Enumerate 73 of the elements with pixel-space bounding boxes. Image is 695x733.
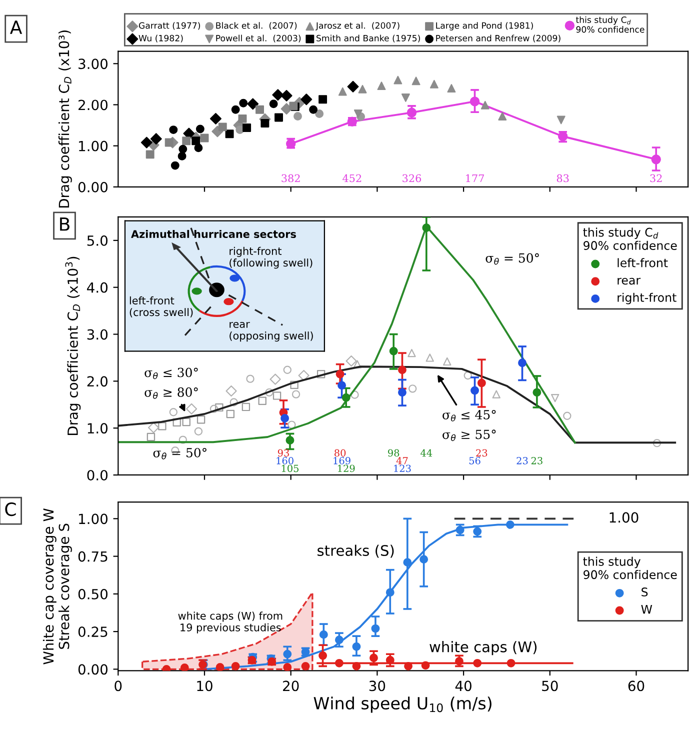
x-tick-label: 0 bbox=[114, 680, 122, 692]
x-tick-label: 60 bbox=[628, 680, 644, 692]
y-tick-label: 4.0 bbox=[87, 282, 108, 293]
x-axis-title: Wind speed U$_{10}$ (m/s) bbox=[314, 696, 492, 713]
y-tick-label: 1.00 bbox=[79, 514, 108, 524]
annotation: streaks (S) bbox=[318, 544, 394, 558]
y-axis-title: White cap coverage W Streak coverage S bbox=[42, 508, 72, 664]
legend-title: this study 90% confidence bbox=[583, 556, 677, 580]
y-tick-label: 0.0 bbox=[87, 470, 108, 480]
legend-label: Smith and Banke (1975) bbox=[316, 34, 420, 42]
x-tick-label: 50 bbox=[542, 680, 558, 692]
y-tick-label: 0.25 bbox=[78, 626, 108, 638]
y-axis-title: Drag coefficient C$_{D}$ (x10³) bbox=[58, 30, 72, 208]
x-tick-label: 40 bbox=[455, 680, 472, 692]
ref-line-label: 1.00 bbox=[610, 512, 638, 523]
legend-title: this study C$_{d}$ 90% confidence bbox=[583, 228, 677, 250]
annotation: 382 bbox=[282, 174, 300, 182]
annotation: 83 bbox=[556, 174, 569, 182]
y-tick-label: 0.50 bbox=[78, 588, 108, 600]
legend-label: Garratt (1977) bbox=[138, 22, 200, 30]
annotation: σ$_{θ}$ = 50° bbox=[486, 253, 539, 265]
text: σ$_{θ}$ ≤ 45° σ$_{θ}$ ≥ 55° bbox=[442, 410, 496, 442]
text: σ$_{θ}$ ≤ 30° σ$_{θ}$ ≥ 80° bbox=[144, 368, 198, 399]
legend-label: Petersen and Renfrew (2009) bbox=[436, 34, 560, 42]
chart-title: B bbox=[60, 218, 70, 231]
annotation: 105 bbox=[282, 464, 299, 472]
legend-label: Wu (1982) bbox=[138, 34, 183, 42]
annotation: σ$_{θ}$ = 50° bbox=[153, 448, 206, 460]
annotation: 452 bbox=[342, 174, 362, 182]
y-axis-title: Drag coefficient C$_{D}$ (x10$^{3}$) bbox=[65, 256, 81, 436]
annotation: 123 bbox=[394, 464, 411, 472]
y-tick-label: 1.00 bbox=[79, 140, 108, 152]
y-tick-label: 2.0 bbox=[87, 376, 108, 387]
annotation: 160 bbox=[276, 456, 294, 464]
annotation: white caps (W) bbox=[430, 641, 537, 656]
annotation: white caps (W) from 19 previous studies bbox=[178, 612, 282, 634]
annotation: 23 bbox=[531, 456, 542, 464]
annotation: 326 bbox=[402, 174, 422, 182]
legend-label: Large and Pond (1981) bbox=[436, 22, 533, 30]
legend-label: this study C$_{d}$ 90% confidence bbox=[576, 16, 644, 33]
y-tick-label: 3.0 bbox=[87, 329, 108, 340]
y-tick-label: 2.00 bbox=[78, 100, 108, 110]
annotation: 23 bbox=[516, 456, 528, 464]
legend-label: Jarosz et al. (2007) bbox=[316, 22, 400, 30]
y-tick-label: 5.0 bbox=[87, 235, 108, 246]
y-tick-label: 1.0 bbox=[88, 423, 108, 434]
legend-label: rear bbox=[618, 278, 641, 285]
legend-label: left-front bbox=[618, 258, 668, 268]
chart-title: A bbox=[10, 20, 22, 34]
legend-label: Black et al. (2007) bbox=[216, 22, 297, 30]
x-tick-label: 30 bbox=[369, 680, 386, 692]
legend-label: W bbox=[641, 604, 652, 614]
y-tick-label: 0.00 bbox=[78, 182, 108, 192]
y-tick-label: 3.00 bbox=[78, 58, 108, 70]
legend-label: S bbox=[642, 588, 648, 596]
y-tick-label: 0.00 bbox=[78, 664, 108, 675]
x-tick-label: 20 bbox=[283, 680, 299, 692]
chart-title: C bbox=[5, 502, 16, 516]
annotation: 23 bbox=[476, 449, 488, 457]
x-tick-label: 10 bbox=[197, 680, 212, 692]
annotation: 80 bbox=[334, 449, 346, 457]
annotation: 169 bbox=[334, 456, 350, 464]
annotation: 56 bbox=[469, 456, 480, 464]
annotation: 47 bbox=[396, 456, 408, 464]
annotation: 93 bbox=[278, 449, 289, 457]
legend-label: right-front bbox=[618, 292, 676, 304]
y-tick-label: 0.75 bbox=[78, 551, 108, 562]
annotation: 44 bbox=[420, 449, 432, 456]
annotation: 98 bbox=[388, 449, 400, 457]
annotation: 32 bbox=[650, 174, 662, 182]
annotation: 177 bbox=[466, 174, 484, 182]
annotation: 129 bbox=[338, 464, 355, 472]
legend-label: Powell et al. (2003) bbox=[216, 34, 301, 42]
